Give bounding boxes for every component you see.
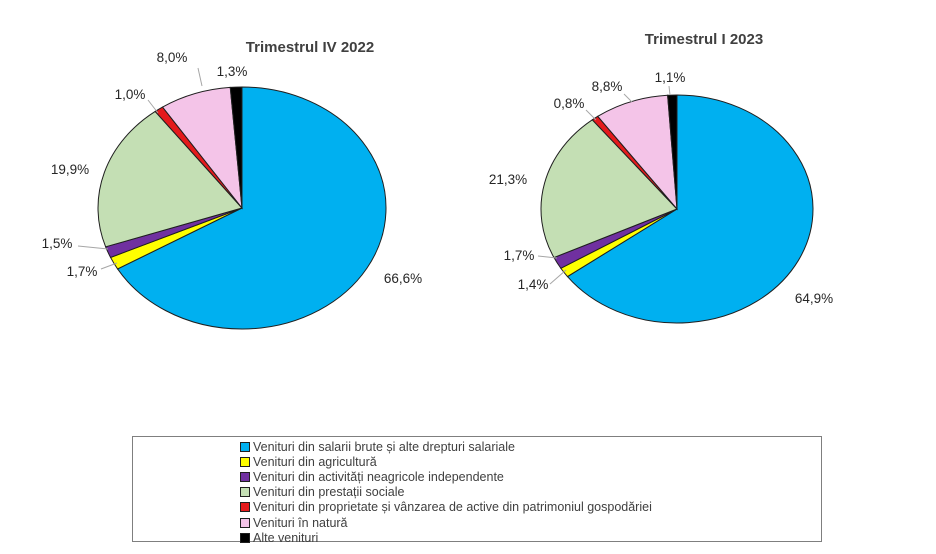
- legend-swatch: [240, 502, 250, 513]
- pie-slice: [97, 110, 243, 248]
- data-label: 1,1%: [655, 70, 686, 85]
- data-label: 1,7%: [504, 248, 535, 263]
- pie-title-q1-2023: Trimestrul I 2023: [645, 31, 763, 48]
- legend-swatch: [240, 441, 250, 452]
- legend-swatch: [240, 456, 250, 467]
- legend-swatch: [240, 532, 250, 543]
- data-label: 66,6%: [384, 271, 422, 286]
- pie-slice: [566, 94, 814, 324]
- leader-line: [623, 93, 633, 103]
- legend-label: Venituri din agricultură: [253, 454, 377, 469]
- legend-item: Venituri în natură: [240, 515, 821, 530]
- legend-label: Venituri din proprietate și vânzarea de …: [253, 500, 652, 515]
- leader-line: [585, 109, 597, 121]
- pie-chart-q1-2023: 64,9% 1,4% 1,7% 21,3% 0,8% 8,8% 1,1%: [489, 70, 833, 324]
- legend-swatch: [240, 517, 250, 528]
- leader-line: [147, 99, 159, 114]
- pie-charts: Trimestrul IV 2022 66,6% 1,7% 1,5% 19,9% 1,0…: [42, 31, 833, 330]
- data-label: 0,8%: [554, 96, 585, 111]
- pie-slice: [229, 86, 243, 209]
- data-label: 1,0%: [115, 87, 146, 102]
- legend-item: Venituri din activități neagricole indep…: [240, 469, 821, 484]
- data-label: 21,3%: [489, 172, 527, 187]
- legend-label: Venituri din prestații sociale: [253, 485, 405, 500]
- leader-line: [197, 67, 203, 87]
- legend-swatch: [240, 471, 250, 482]
- legend-item: Venituri din agricultură: [240, 454, 821, 469]
- data-label: 1,4%: [518, 277, 549, 292]
- data-label: 1,5%: [42, 236, 73, 251]
- legend-label: Venituri din salarii brute și alte drept…: [253, 439, 515, 454]
- legend-label: Venituri în natură: [253, 515, 348, 530]
- legend-label: Alte venituri: [253, 530, 319, 545]
- legend-item: Venituri din proprietate și vânzarea de …: [240, 500, 821, 515]
- pie-slice: [540, 119, 678, 259]
- pie-chart-q4-2022: 66,6% 1,7% 1,5% 19,9% 1,0% 8,0% 1,3%: [42, 50, 422, 330]
- leader-line: [77, 245, 109, 250]
- data-label: 1,7%: [67, 264, 98, 279]
- data-label: 8,8%: [592, 79, 623, 94]
- data-label: 19,9%: [51, 162, 89, 177]
- leader-line: [668, 85, 671, 96]
- legend-swatch: [240, 487, 250, 498]
- legend-item: Venituri din prestații sociale: [240, 485, 821, 500]
- legend: Venituri din salarii brute și alte drept…: [132, 436, 822, 545]
- leader-line: [537, 255, 558, 259]
- data-label: 64,9%: [795, 291, 833, 306]
- legend-item: Venituri din salarii brute și alte drept…: [240, 439, 821, 454]
- leader-line: [549, 269, 567, 285]
- legend-label: Venituri din activități neagricole indep…: [253, 469, 504, 484]
- leader-line: [100, 262, 118, 270]
- data-label: 8,0%: [157, 50, 188, 65]
- pie-title-q4-2022: Trimestrul IV 2022: [246, 39, 374, 56]
- pie-slice: [667, 94, 678, 210]
- legend-item: Alte venituri: [240, 530, 821, 545]
- pie-slice: [116, 86, 387, 330]
- data-label: 1,3%: [217, 64, 248, 79]
